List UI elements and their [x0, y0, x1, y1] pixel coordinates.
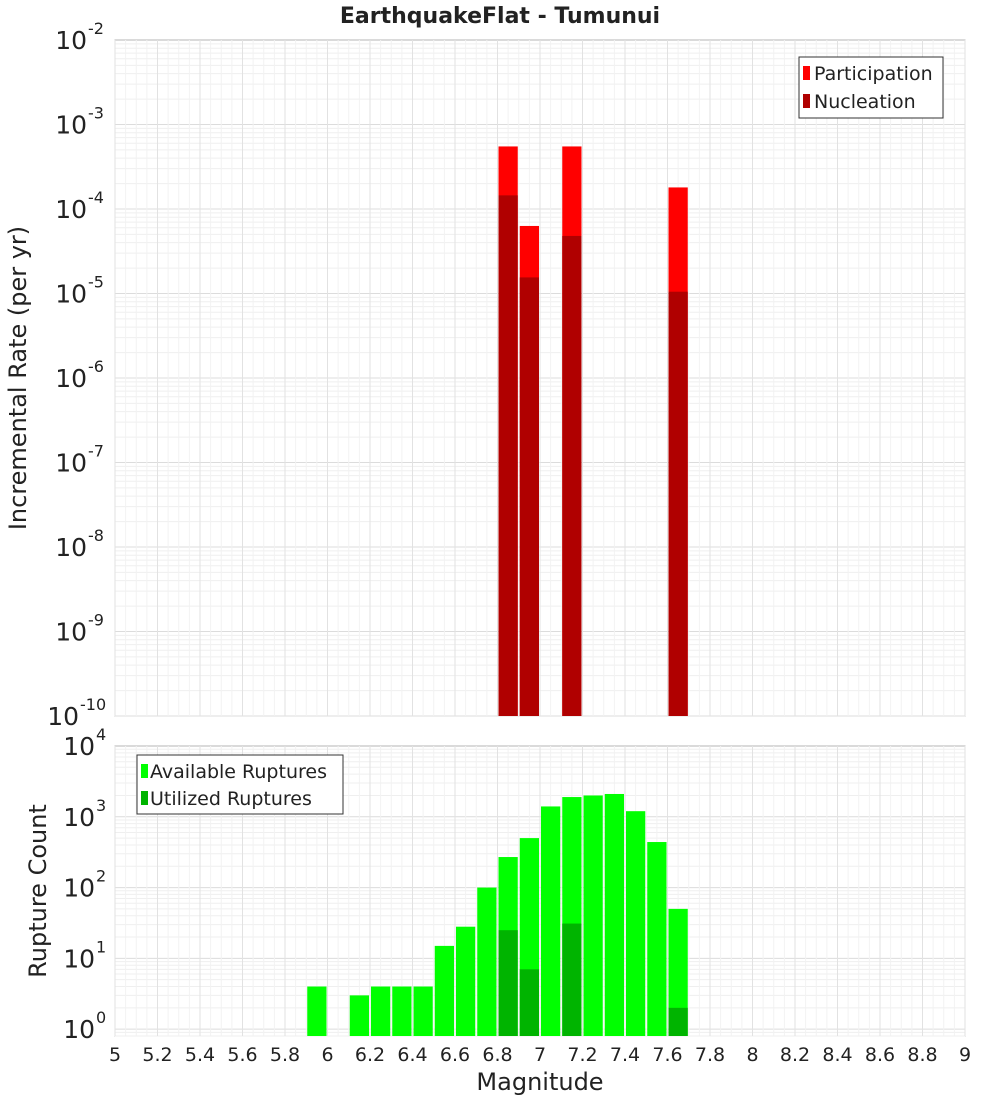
magnitude-x-tick-labels: 5 5.2 5.4 5.6 5.8 6 6.2 6.4 6.6 6.8 7 7.2 7.4 7.6 7.8 8… — [109, 1044, 971, 1066]
y-tick-exponent: -3 — [88, 104, 104, 123]
y-tick-label: 10 — [55, 618, 87, 647]
x-tick-label: 7.8 — [695, 1044, 725, 1066]
y-tick-label: 10 — [63, 944, 95, 973]
x-tick-label: 8 — [746, 1044, 758, 1066]
y-tick-exponent: -7 — [88, 442, 104, 461]
y-tick-exponent: -8 — [88, 526, 104, 545]
y-tick-label: 10 — [55, 280, 87, 309]
x-tick-label: 7.4 — [610, 1044, 640, 1066]
x-tick-label: 9 — [959, 1044, 971, 1066]
bar-nucleation-7_65 — [668, 291, 688, 716]
rupture-count-legend-box — [136, 754, 344, 815]
bar-nucleation-6_85 — [498, 195, 518, 717]
x-tick-label: 6.8 — [482, 1044, 512, 1066]
x-tick-label: 6.2 — [355, 1044, 385, 1066]
bar-available-ruptures-6_35 — [392, 986, 412, 1036]
y-tick-label: 10 — [47, 702, 79, 731]
bar-available-ruptures-7_05 — [541, 806, 561, 1036]
legend-label-utilized-ruptures: Utilized Ruptures — [150, 788, 312, 810]
bar-utilized-ruptures-7_15 — [562, 923, 582, 1036]
legend-swatch-available-ruptures — [141, 764, 148, 778]
bar-utilized-ruptures-7_65 — [668, 1007, 688, 1036]
x-tick-label: 5 — [109, 1044, 121, 1066]
rate-y-axis-label: Incremental Rate (per yr) — [4, 226, 32, 530]
y-tick-label: 10 — [63, 1015, 95, 1044]
bar-available-ruptures-7_45 — [626, 811, 646, 1036]
bar-nucleation-7_15 — [562, 235, 582, 716]
y-tick-exponent: -4 — [88, 188, 104, 207]
y-tick-exponent: -5 — [88, 273, 104, 292]
legend-label-available-ruptures: Available Ruptures — [150, 761, 327, 783]
bar-available-ruptures-6_45 — [413, 986, 433, 1036]
x-tick-label: 8.2 — [780, 1044, 810, 1066]
bar-available-ruptures-5_95 — [307, 986, 327, 1036]
bar-available-ruptures-7_35 — [604, 793, 624, 1036]
magnitude-x-axis-label: Magnitude — [476, 1068, 603, 1096]
y-tick-label: 10 — [55, 26, 87, 55]
x-tick-label: 5.4 — [185, 1044, 215, 1066]
x-tick-label: 6 — [321, 1044, 333, 1066]
bar-nucleation-6_95 — [519, 277, 539, 716]
y-tick-exponent: -2 — [88, 19, 104, 38]
y-tick-exponent: 2 — [96, 867, 106, 886]
y-tick-exponent: -10 — [80, 695, 106, 714]
y-tick-exponent: -6 — [88, 357, 104, 376]
legend-swatch-participation — [803, 66, 810, 80]
rupture-count-y-axis-label: Rupture Count — [24, 804, 52, 978]
rupture-count-legend: Available Ruptures Utilized Ruptures — [136, 754, 344, 815]
x-tick-label: 7.2 — [567, 1044, 597, 1066]
chart-title: EarthquakeFlat - Tumunui — [340, 4, 660, 29]
x-tick-label: 6.6 — [440, 1044, 470, 1066]
bar-available-ruptures-6_25 — [371, 986, 391, 1036]
bar-available-ruptures-7_25 — [583, 795, 603, 1036]
legend-label-participation: Participation — [814, 63, 933, 85]
bar-available-ruptures-7_55 — [647, 842, 667, 1036]
legend-swatch-nucleation — [803, 94, 810, 108]
rate-legend: Participation Nucleation — [798, 56, 944, 119]
bar-available-ruptures-6_15 — [349, 995, 369, 1036]
rupture-count-bars — [307, 793, 688, 1036]
x-tick-label: 7.6 — [652, 1044, 682, 1066]
bar-available-ruptures-6_65 — [456, 926, 476, 1036]
y-tick-exponent: 1 — [96, 937, 106, 956]
rate-legend-box — [798, 56, 944, 119]
y-tick-exponent: 0 — [96, 1008, 106, 1027]
y-tick-label: 10 — [63, 803, 95, 832]
bar-available-ruptures-7_65 — [668, 908, 688, 1036]
y-tick-label: 10 — [63, 732, 95, 761]
y-tick-exponent: 3 — [96, 796, 106, 815]
y-tick-label: 10 — [55, 449, 87, 478]
rate-gridlines — [114, 40, 966, 717]
x-tick-label: 8.6 — [865, 1044, 895, 1066]
x-tick-label: 6.4 — [397, 1044, 427, 1066]
y-tick-label: 10 — [63, 874, 95, 903]
x-tick-label: 8.4 — [822, 1044, 852, 1066]
y-tick-exponent: 4 — [96, 725, 106, 744]
y-tick-label: 10 — [55, 533, 87, 562]
x-tick-label: 8.8 — [907, 1044, 937, 1066]
bar-available-ruptures-6_75 — [477, 887, 497, 1036]
bar-utilized-ruptures-6_95 — [519, 969, 539, 1036]
y-tick-exponent: -9 — [88, 611, 104, 630]
x-tick-label: 7 — [534, 1044, 546, 1066]
y-tick-label: 10 — [55, 195, 87, 224]
y-tick-label: 10 — [55, 111, 87, 140]
bar-available-ruptures-6_55 — [434, 945, 454, 1036]
y-tick-label: 10 — [55, 364, 87, 393]
x-tick-label: 5.2 — [142, 1044, 172, 1066]
x-tick-label: 5.6 — [227, 1044, 257, 1066]
rate-bars — [498, 146, 688, 717]
legend-swatch-utilized-ruptures — [141, 791, 148, 805]
legend-label-nucleation: Nucleation — [814, 91, 916, 113]
bar-utilized-ruptures-6_85 — [498, 930, 518, 1036]
x-tick-label: 5.8 — [270, 1044, 300, 1066]
